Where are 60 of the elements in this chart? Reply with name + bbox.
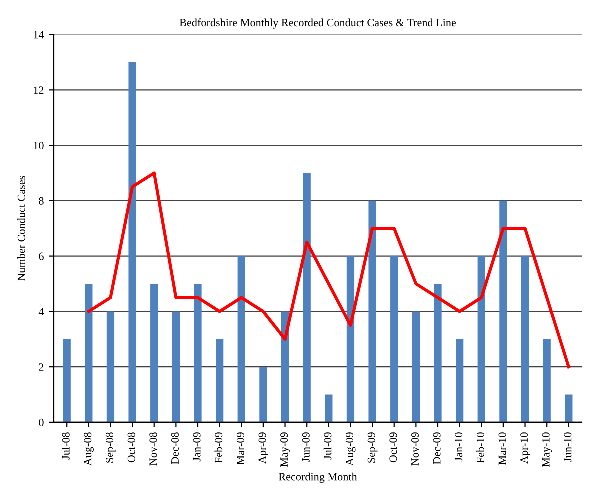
bar	[63, 339, 71, 422]
x-tick-label: Jun-10	[564, 432, 572, 462]
y-axis-title: Number Conduct Cases	[18, 176, 26, 282]
bar	[325, 394, 333, 422]
y-tick-label: 10	[34, 142, 44, 150]
bar	[85, 284, 93, 422]
x-tick-label: Jan-09	[193, 432, 201, 462]
bar	[434, 284, 442, 422]
bar	[521, 256, 530, 422]
x-axis-title: Recording Month	[278, 472, 358, 484]
x-tick-label: Jan-10	[455, 432, 463, 462]
x-tick-label: Oct-08	[128, 432, 136, 463]
x-tick-label: Dec-08	[171, 432, 179, 465]
x-tick-label: Mar-10	[498, 432, 506, 465]
x-tick-label: Nov-08	[150, 432, 158, 466]
bar	[303, 173, 311, 422]
x-tick-label: Aug-08	[84, 432, 94, 466]
y-tick-label: 2	[39, 364, 44, 371]
y-tick-label: 4	[38, 308, 44, 316]
x-tick-label: Dec-09	[433, 432, 441, 465]
bar	[390, 256, 398, 422]
bar	[412, 312, 420, 422]
x-tick-label: May-10	[542, 432, 552, 468]
y-tick-label: 6	[39, 252, 44, 260]
x-tick-label: Feb-10	[476, 432, 484, 464]
bar	[172, 312, 180, 422]
x-tick-label: Sep-08	[106, 432, 116, 463]
bar	[281, 312, 290, 422]
line-series	[87, 172, 570, 369]
chart-title: Bedfordshire Monthly Recorded Conduct Cases & Trend Line	[180, 18, 456, 29]
x-tick-label: Apr-10	[520, 432, 530, 464]
y-tick-label: 8	[39, 197, 44, 205]
x-tick-label: Sep-09	[368, 432, 378, 463]
x-tick-label: Jun-09	[302, 432, 310, 462]
bar	[478, 256, 486, 422]
bar	[128, 62, 136, 422]
x-tick-label: Jul-09	[324, 432, 332, 460]
x-tick-label: Nov-09	[411, 432, 419, 466]
bar	[106, 312, 115, 422]
bar	[238, 256, 246, 422]
bar	[346, 256, 355, 422]
bar	[565, 394, 573, 422]
x-tick-label: May-09	[280, 432, 290, 468]
bar	[456, 339, 464, 422]
x-tick-label: Feb-09	[214, 432, 223, 464]
bar	[500, 200, 508, 422]
x-tick-label: Oct-09	[390, 432, 398, 463]
x-tick-label: Mar-09	[236, 432, 244, 465]
x-tick-label: Apr-09	[258, 432, 268, 464]
bar	[216, 339, 224, 422]
y-tick-label: 0	[39, 418, 44, 426]
bar	[368, 200, 376, 422]
bar	[150, 284, 158, 422]
y-tick-label: 12	[34, 86, 44, 94]
x-tick-label: Aug-09	[346, 432, 356, 466]
x-tick-label: Jul-08	[62, 432, 70, 460]
bar	[194, 284, 202, 422]
y-tick-label: 14	[34, 31, 44, 39]
bar	[543, 339, 551, 422]
bar	[260, 367, 268, 422]
